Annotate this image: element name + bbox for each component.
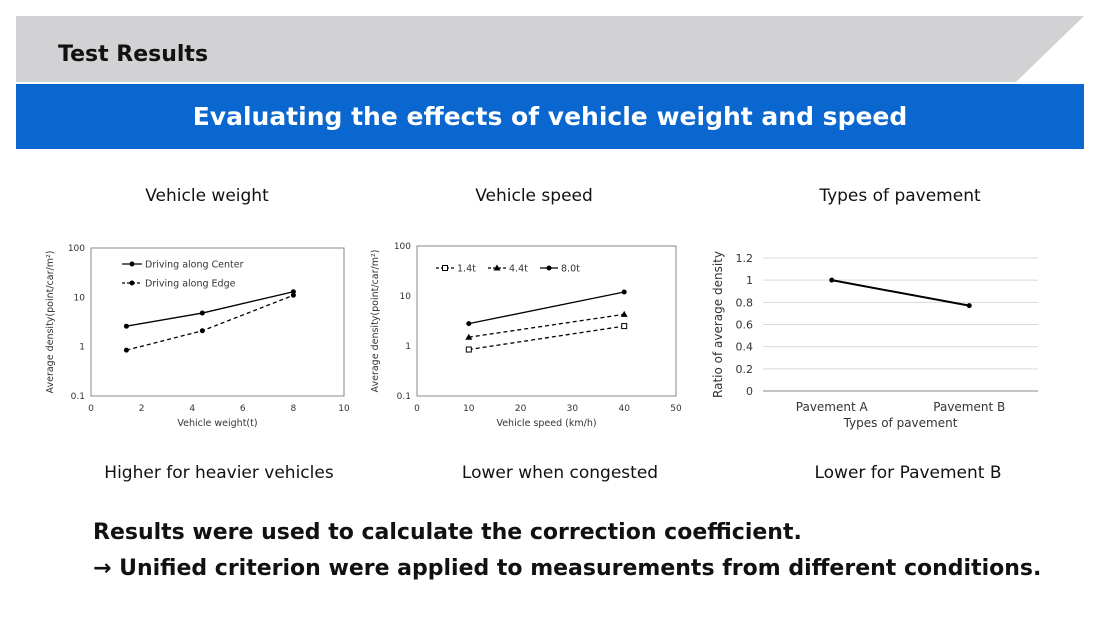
- panel-title-weight: Vehicle weight: [145, 186, 269, 206]
- y-axis-label: Ratio of average density: [711, 251, 725, 398]
- series-line: [468, 291, 625, 325]
- x-tick-label: 4: [189, 404, 195, 414]
- x-tick-label: 30: [567, 404, 579, 414]
- y-tick-label: 0.8: [736, 296, 754, 309]
- x-tick-label: 50: [670, 404, 682, 414]
- legend-marker: [442, 265, 448, 271]
- panel-title-pavement: Types of pavement: [819, 186, 981, 206]
- x-tick-label: 8: [291, 404, 297, 414]
- y-tick-label: 100: [394, 242, 411, 252]
- plot-area: [90, 247, 345, 397]
- data-point: [966, 303, 972, 309]
- x-tick-label: 0: [88, 404, 94, 414]
- data-point: [290, 289, 296, 295]
- y-axis-label: Average density(point/car/m²): [45, 251, 56, 394]
- x-tick-label: 40: [618, 404, 630, 414]
- y-tick-label: 0.4: [736, 341, 754, 354]
- chart-pavement-types: 0 0.2 0.4 0.6 0.8 1 1.2 Pavement A Pavement B Typ…: [711, 251, 1038, 430]
- data-point: [123, 347, 129, 353]
- legend-marker: [129, 280, 135, 286]
- series-line: [126, 294, 294, 351]
- header-band: [16, 16, 1084, 82]
- data-point: [621, 323, 628, 330]
- y-tick-label: 1: [405, 342, 411, 352]
- x-tick-label: 6: [240, 404, 246, 414]
- x-tick-label: 2: [139, 404, 145, 414]
- legend-marker: [129, 261, 135, 267]
- y-tick-label: 0: [746, 385, 753, 398]
- y-tick-label: 0.2: [736, 363, 754, 376]
- data-point: [466, 321, 472, 327]
- y-tick-label: 1.2: [736, 252, 754, 265]
- panel-title-speed: Vehicle speed: [475, 186, 593, 206]
- y-tick-label: 10: [400, 292, 412, 302]
- banner-title: Evaluating the effects of vehicle weight…: [192, 102, 908, 131]
- x-axis-label: Types of pavement: [843, 416, 958, 430]
- y-tick-label: 0.1: [397, 392, 411, 402]
- x-tick-label: 20: [515, 404, 527, 414]
- section-title: Test Results: [58, 42, 209, 67]
- series-line: [468, 313, 625, 338]
- series-line: [126, 291, 294, 327]
- data-point: [829, 277, 835, 283]
- series-line: [831, 279, 970, 307]
- legend-label: Driving along Edge: [145, 279, 236, 290]
- conclusion-line-2: → Unified criterion were applied to meas…: [93, 556, 1042, 581]
- y-tick-label: 10: [74, 293, 86, 303]
- series-line: [468, 325, 625, 351]
- data-point: [290, 292, 296, 298]
- data-point: [123, 323, 129, 329]
- legend-label: Driving along Center: [145, 260, 244, 271]
- data-point: [620, 310, 628, 317]
- data-point: [199, 328, 205, 334]
- data-point: [465, 346, 472, 353]
- y-tick-label: 1: [746, 274, 753, 287]
- x-tick-label: 10: [463, 404, 475, 414]
- caption-speed: Lower when congested: [461, 463, 659, 483]
- data-point: [465, 333, 473, 340]
- chart-vehicle-speed: 0.1 1 10 100 0 10 20 30 40 50 Vehicle speed (km/h)…: [370, 242, 682, 429]
- y-tick-label: 1: [79, 343, 85, 353]
- x-tick-label: Pavement B: [933, 400, 1005, 414]
- legend-marker: [493, 264, 501, 271]
- x-tick-label: 10: [338, 404, 350, 414]
- y-tick-label: 0.1: [71, 392, 85, 402]
- y-tick-label: 0.6: [736, 319, 754, 332]
- x-tick-label: Pavement A: [796, 400, 869, 414]
- chart-vehicle-weight: 0.1 1 10 100 0 2 4 6 8 10 Vehicle weight(t) Average…: [45, 244, 350, 429]
- x-axis-label: Vehicle weight(t): [177, 418, 257, 429]
- legend-marker: [546, 265, 552, 271]
- plot-area: [416, 245, 677, 397]
- y-tick-label: 100: [68, 244, 85, 254]
- x-axis-label: Vehicle speed (km/h): [496, 418, 596, 429]
- legend-label: 1.4t: [457, 264, 476, 275]
- caption-pavement: Lower for Pavement B: [814, 463, 1002, 483]
- conclusion-line-1: Results were used to calculate the corre…: [93, 520, 802, 545]
- caption-weight: Higher for heavier vehicles: [104, 463, 334, 483]
- data-point: [199, 310, 205, 316]
- title-banner: Evaluating the effects of vehicle weight…: [16, 84, 1084, 149]
- y-axis-label: Average density(point/car/m²): [370, 250, 381, 393]
- legend-label: 8.0t: [561, 264, 580, 275]
- x-tick-label: 0: [414, 404, 420, 414]
- data-point: [621, 289, 627, 295]
- legend-label: 4.4t: [509, 264, 528, 275]
